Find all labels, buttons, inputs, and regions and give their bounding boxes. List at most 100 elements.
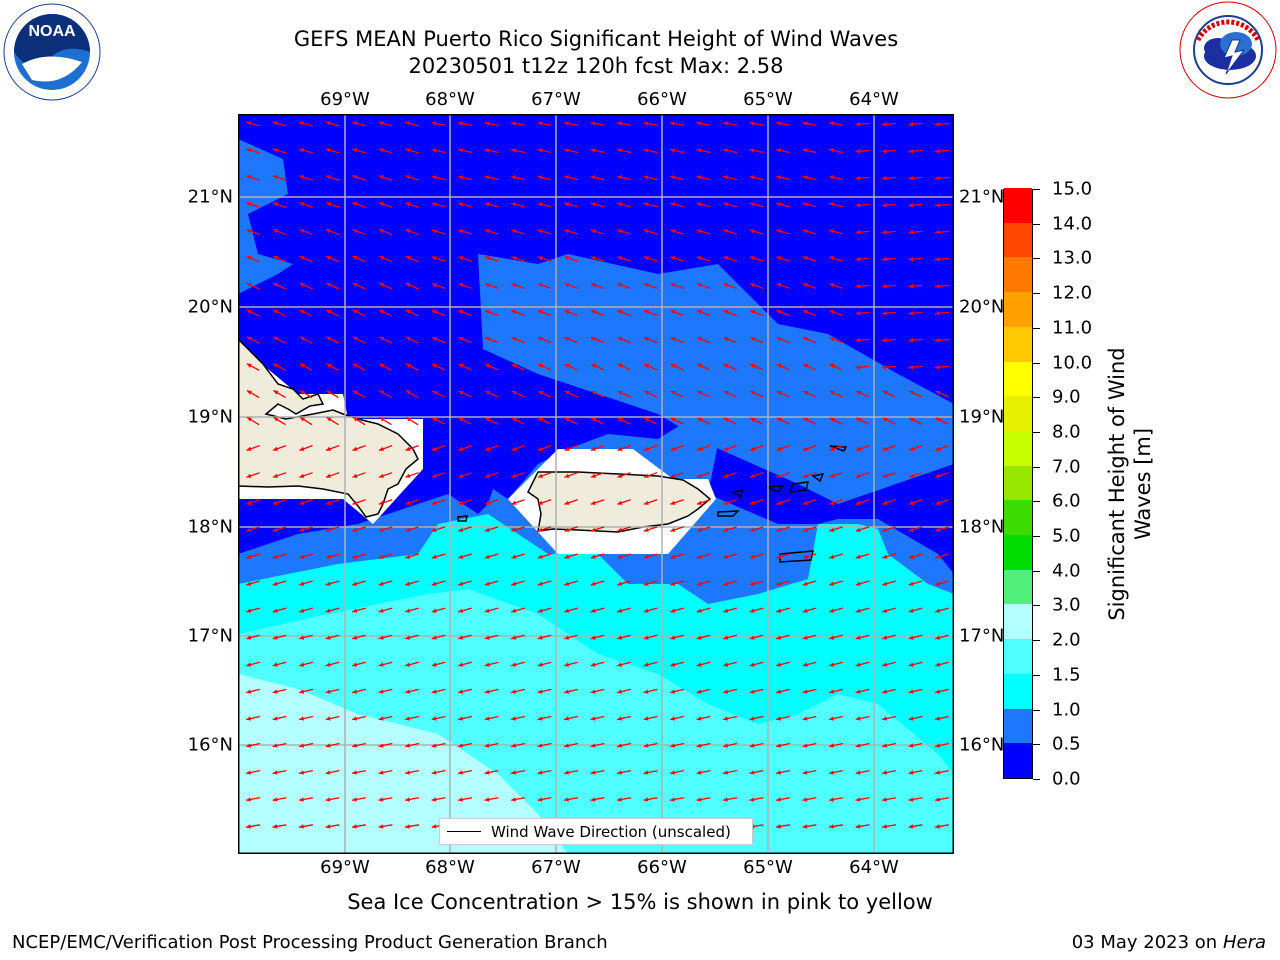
wind-wave-arrow-head — [829, 364, 835, 368]
wind-wave-arrow-head — [935, 176, 940, 181]
wind-wave-arrow-head — [802, 689, 808, 694]
colorbar-segment — [1004, 222, 1032, 258]
wind-wave-arrow-head — [802, 256, 808, 261]
wind-wave-arrow-head — [723, 554, 729, 559]
wind-wave-arrow-head — [696, 202, 702, 207]
wind-wave-arrow-head — [749, 202, 755, 207]
wind-wave-arrow-head — [537, 770, 543, 775]
wind-wave-arrow-head — [617, 608, 623, 613]
wind-wave-arrow-head — [590, 743, 596, 748]
wind-wave-arrow-head — [458, 283, 464, 288]
wind-wave-arrow-head — [432, 390, 438, 395]
wind-wave-arrow-head — [696, 229, 702, 234]
wind-wave-arrow-head — [776, 635, 782, 640]
wind-wave-arrow-head — [882, 770, 887, 775]
lat-label-left: 19°N — [187, 406, 233, 428]
colorbar-tick — [1033, 744, 1040, 746]
wind-wave-arrow-head — [723, 716, 729, 721]
wind-wave-arrow-head — [352, 635, 358, 640]
wind-wave-arrow-head — [431, 797, 437, 802]
wind-wave-arrow-head — [537, 473, 543, 478]
land-hispaniola — [238, 337, 419, 518]
wind-wave-arrow-head — [325, 635, 331, 640]
wind-wave-arrow-head — [908, 284, 914, 289]
wind-wave-arrow-head — [829, 256, 835, 261]
wind-wave-arrow-head — [829, 473, 835, 478]
wind-wave-arrow-head — [299, 363, 305, 368]
date-text: 03 May 2023 on — [1071, 932, 1218, 953]
wind-wave-arrow-head — [537, 202, 543, 207]
wind-wave-arrow-head — [299, 689, 305, 694]
wind-wave-arrow-head — [750, 337, 756, 342]
wind-wave-arrow-head — [643, 283, 649, 288]
wind-wave-arrow-head — [802, 770, 808, 775]
wind-wave-arrow-head — [484, 473, 490, 478]
colorbar-tick-label: 9.0 — [1052, 386, 1081, 408]
wind-wave-arrow-head — [882, 473, 888, 478]
wind-wave-arrow-head — [882, 797, 887, 802]
wind-wave-arrow-head — [935, 770, 940, 775]
wind-wave-arrow-head — [326, 256, 332, 261]
wind-wave-arrow-head — [272, 662, 278, 667]
wind-wave-arrow-head — [617, 310, 623, 315]
wind-wave-arrow-head — [696, 527, 702, 532]
wind-wave-arrow-head — [723, 390, 729, 395]
colorbar-segment — [1004, 603, 1032, 640]
wind-wave-arrow-head — [882, 203, 887, 208]
wind-wave-arrow-head — [325, 500, 331, 505]
wind-wave-arrow-head — [935, 390, 941, 395]
wind-wave-arrow-head — [431, 121, 437, 126]
colorbar-segment — [1004, 361, 1032, 397]
wind-wave-arrow-head — [484, 770, 490, 775]
wind-wave-arrow-head — [484, 554, 490, 559]
wind-wave-arrow-head — [405, 309, 411, 314]
colorbar-tick — [1033, 501, 1040, 503]
wind-wave-arrow-head — [325, 608, 331, 613]
wind-wave-arrow-head — [670, 473, 676, 478]
wind-wave-arrow-head — [882, 257, 887, 262]
wind-wave-arrow-head — [829, 175, 835, 180]
wind-wave-arrows — [245, 121, 950, 829]
wind-wave-arrow-head — [882, 635, 888, 640]
wind-wave-arrow-head — [431, 581, 437, 586]
wind-wave-arrow-head — [484, 310, 490, 315]
wind-wave-arrow-head — [882, 554, 888, 559]
wind-wave-arrow-head — [511, 716, 517, 721]
colorbar-tick — [1033, 223, 1040, 225]
wind-wave-arrow-head — [379, 363, 385, 368]
wind-wave-arrow-head — [855, 824, 861, 829]
wind-wave-arrow-head — [246, 336, 252, 341]
lat-label-right: 16°N — [959, 734, 1005, 756]
wind-wave-arrow-head — [643, 256, 649, 261]
wind-wave-arrow-head — [723, 417, 729, 422]
wind-wave-arrow-head — [776, 527, 782, 532]
wind-wave-arrow-head — [855, 743, 861, 748]
wind-wave-arrow-head — [325, 446, 331, 451]
wind-wave-arrow-head — [590, 148, 596, 153]
wind-wave-arrow-head — [458, 608, 464, 613]
wind-wave-arrow-head — [935, 446, 941, 451]
wind-wave-arrow-head — [431, 500, 437, 505]
wind-wave-arrow-head — [590, 770, 596, 775]
wind-wave-arrow-head — [405, 336, 411, 341]
wind-wave-arrow-head — [856, 390, 862, 395]
wind-wave-arrow-head — [802, 121, 808, 126]
wind-wave-arrow-head — [696, 716, 702, 721]
wind-wave-arrow-head — [299, 446, 305, 451]
wind-wave-arrow-head — [829, 283, 835, 288]
wind-wave-arrow-head — [935, 365, 940, 370]
wind-wave-arrow-head — [564, 500, 570, 505]
wind-wave-arrow-head — [643, 446, 649, 451]
wind-wave-arrow-head — [908, 473, 914, 478]
chart-title: GEFS MEAN Puerto Rico Significant Height… — [293, 27, 899, 51]
wind-wave-arrow-head — [644, 417, 650, 422]
wind-wave-arrow-head — [935, 149, 940, 154]
wind-wave-arrow-head — [458, 256, 464, 261]
colorbar-tick-label: 12.0 — [1052, 282, 1093, 304]
wind-wave-arrow-head — [378, 527, 384, 532]
wind-wave-arrow-head — [723, 202, 729, 207]
wind-wave-arrow-head — [829, 229, 835, 234]
wind-wave-arrow-head — [325, 121, 331, 126]
wind-wave-arrow-head — [590, 689, 596, 694]
wind-wave-arrow-head — [246, 473, 252, 478]
